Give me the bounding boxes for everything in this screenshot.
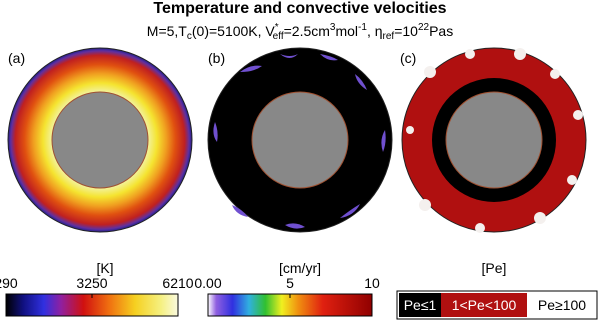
legend-label: Pe≤1 bbox=[404, 297, 437, 313]
colorbar-tick-label: 0.00 bbox=[194, 275, 221, 291]
subtitle-part: ref bbox=[383, 31, 395, 42]
legend-swatch bbox=[399, 293, 441, 317]
core bbox=[445, 91, 543, 189]
subtitle-part: M=5,T bbox=[147, 23, 188, 39]
title: Temperature and convective velocities bbox=[153, 0, 446, 17]
colorbar-tick-label: 10 bbox=[364, 275, 380, 291]
colorbar-tick-label: 3250 bbox=[76, 275, 107, 291]
unit-label: [K] bbox=[96, 260, 113, 276]
subtitle-part: =10 bbox=[394, 23, 418, 39]
subtitle-part: (0)=5100K, V bbox=[192, 23, 276, 39]
unit-label: [cm/yr] bbox=[279, 260, 321, 276]
legend-label: 1<Pe<100 bbox=[452, 297, 517, 313]
high-pe-blobs bbox=[406, 48, 583, 233]
subtitle-part: mol bbox=[335, 23, 358, 39]
subtitle-part: =2.5cm bbox=[284, 23, 330, 39]
legend-swatch bbox=[441, 293, 527, 317]
legend-frame bbox=[396, 290, 598, 320]
core bbox=[251, 91, 349, 189]
subtitle-part: -1 bbox=[358, 22, 367, 33]
core bbox=[51, 91, 149, 189]
subtitle: M=5,Tc(0)=5100K, V* eff=2.5cm3mol-1, ηref… bbox=[147, 22, 453, 42]
colorbar-tick-label: 6210 bbox=[162, 275, 193, 291]
unit-label: [Pe] bbox=[482, 260, 507, 276]
colorbar-tick-label: 290 bbox=[0, 275, 18, 291]
legend-label: Pe≥100 bbox=[538, 297, 586, 313]
colorbar-tick-label: 5 bbox=[286, 275, 294, 291]
subtitle-part: c bbox=[187, 31, 192, 42]
panel-label: (a) bbox=[8, 50, 25, 66]
subtitle-part: Pas bbox=[429, 23, 453, 39]
subtitle-part: 3 bbox=[330, 22, 336, 33]
subtitle-part: * bbox=[275, 22, 279, 33]
panel-label: (c) bbox=[400, 50, 416, 66]
plume-blobs bbox=[213, 54, 386, 229]
subtitle-part: , η bbox=[367, 23, 383, 39]
subtitle-part: eff bbox=[273, 31, 284, 42]
subtitle-part: 22 bbox=[418, 22, 430, 33]
panel-label: (b) bbox=[208, 50, 225, 66]
